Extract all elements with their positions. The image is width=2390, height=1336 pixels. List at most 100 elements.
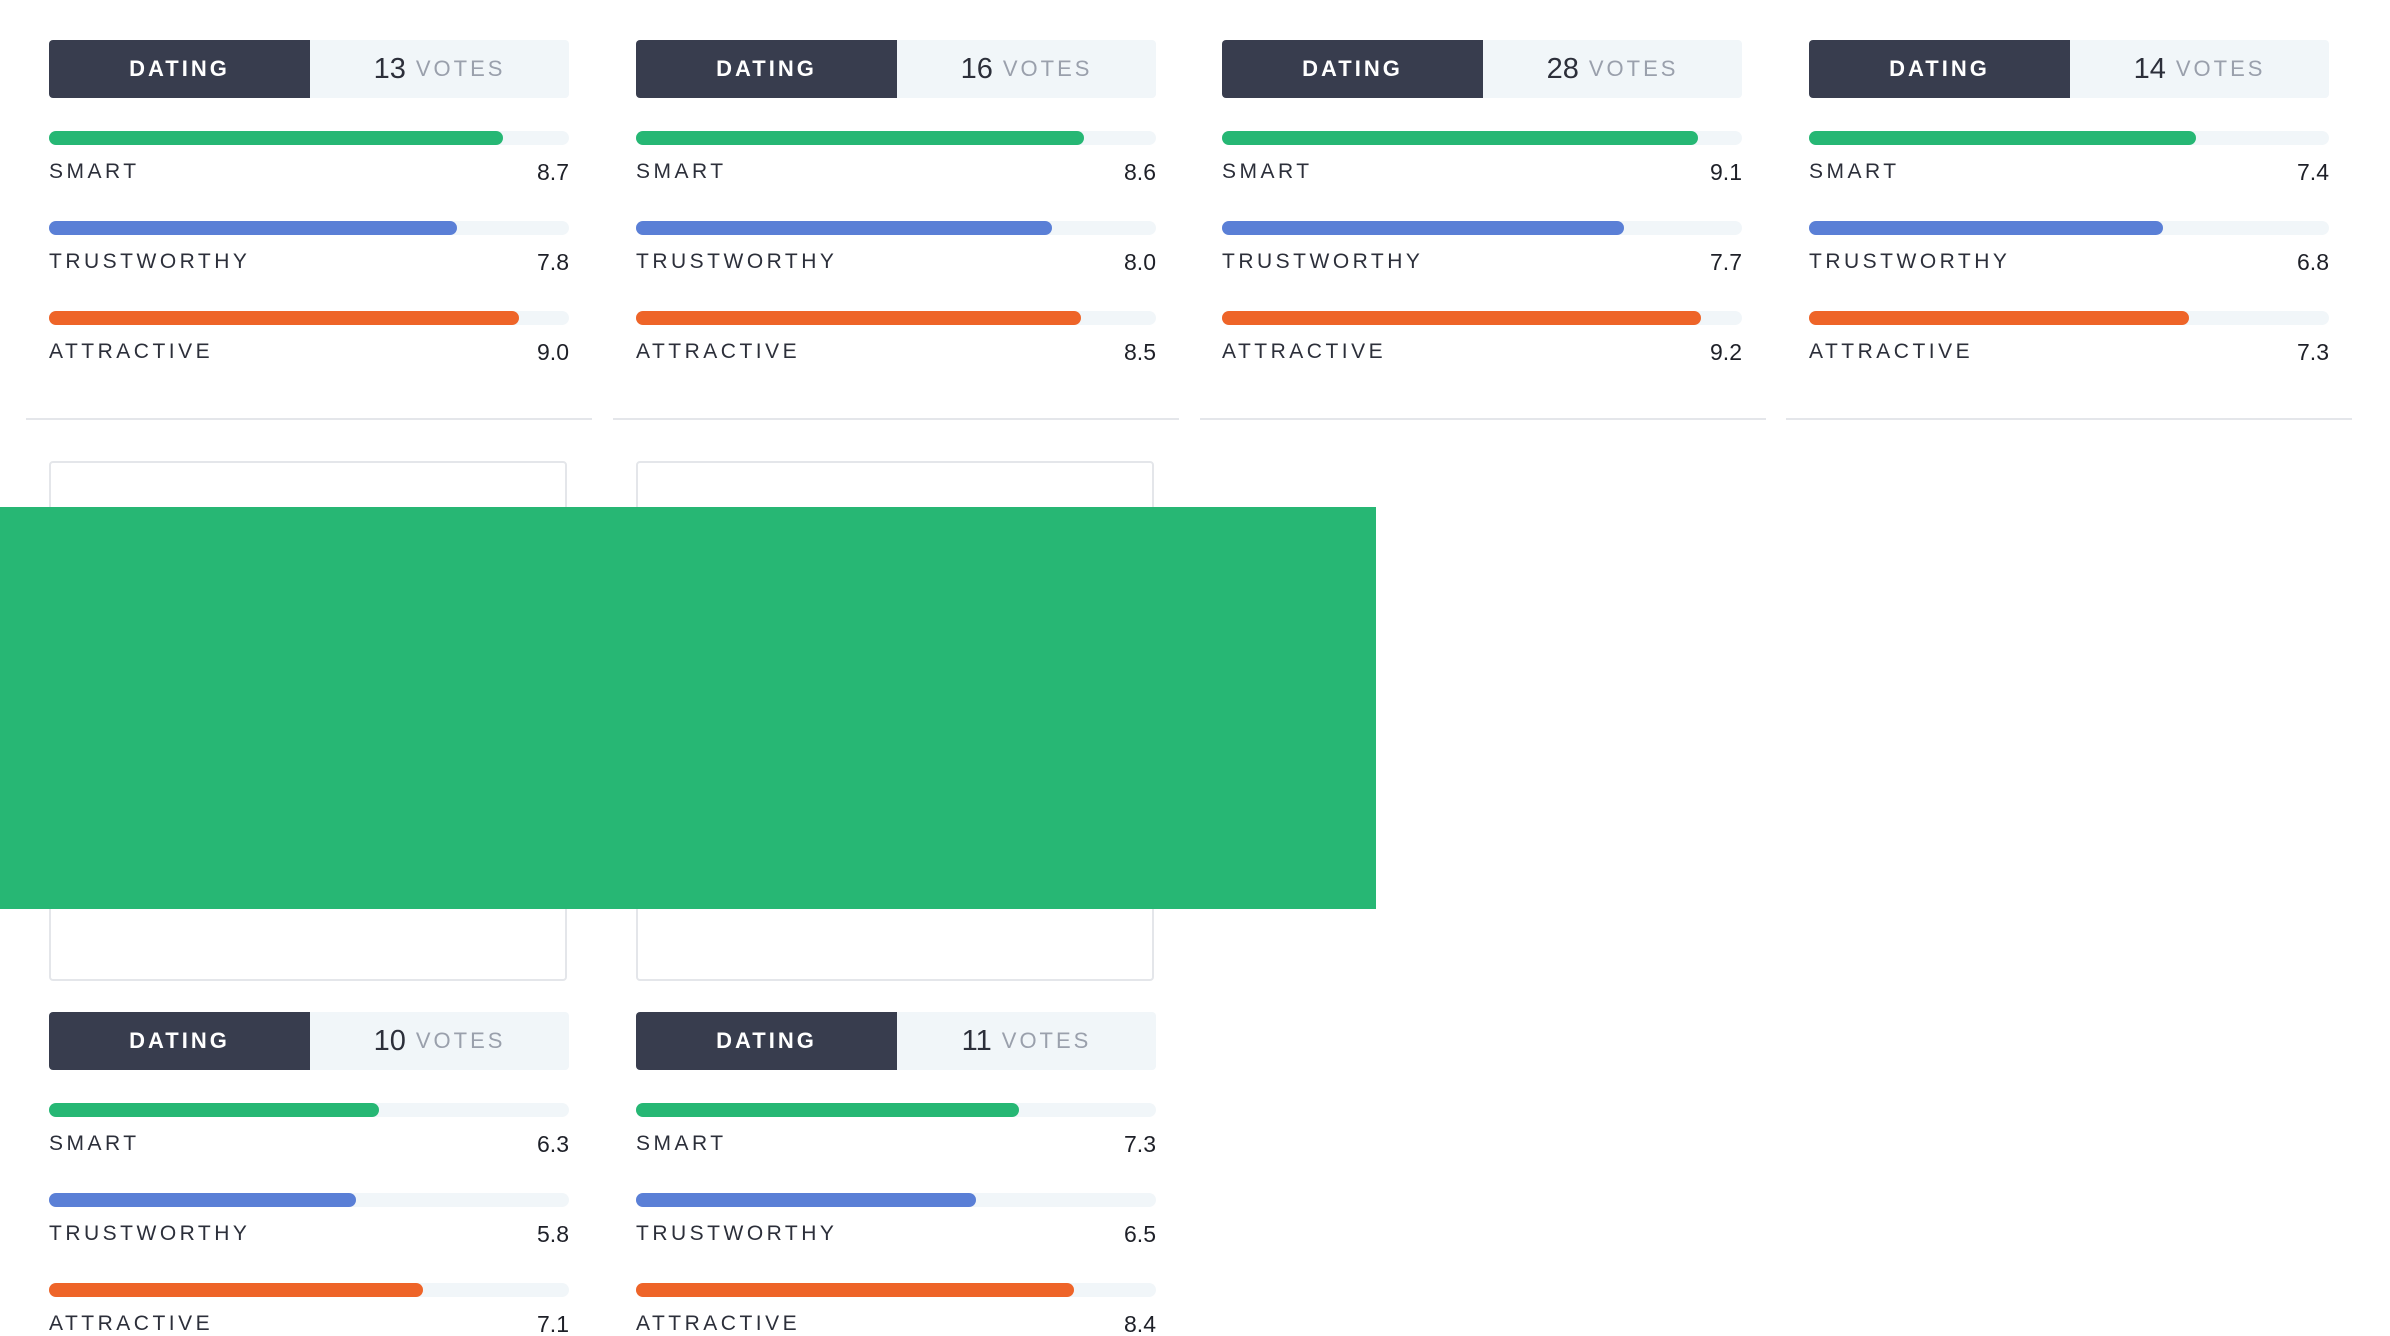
category-badge[interactable]: DATING xyxy=(636,1012,897,1070)
votes-label: VOTES xyxy=(1002,56,1093,81)
metric-row: ATTRACTIVE 8.4 xyxy=(636,1311,1156,1336)
score-bar-track xyxy=(1809,131,2329,145)
score-bar-fill xyxy=(49,131,503,145)
result-card: DATING 16 VOTES SMART 8.6 TRUSTWORTHY 8.0 ATTRA… xyxy=(636,40,1156,365)
metric-score: 8.5 xyxy=(1124,338,1156,365)
card-header: DATING 10 VOTES xyxy=(49,1012,569,1070)
metric-attractive: ATTRACTIVE 8.5 xyxy=(636,311,1156,365)
row-divider xyxy=(1200,418,1766,420)
metric-score: 9.1 xyxy=(1710,158,1742,185)
score-bar-fill xyxy=(49,311,519,325)
metric-score: 7.7 xyxy=(1710,248,1742,275)
metric-label: TRUSTWORTHY xyxy=(49,1222,251,1245)
metric-smart: SMART 8.6 xyxy=(636,131,1156,185)
metric-score: 7.4 xyxy=(2297,158,2329,185)
metric-trustworthy: TRUSTWORTHY 7.8 xyxy=(49,221,569,275)
metric-list: SMART 6.3 TRUSTWORTHY 5.8 ATTRACTIVE 7.1 xyxy=(49,1070,569,1336)
votes-count: 10 xyxy=(373,1024,406,1057)
score-bar-track xyxy=(49,311,569,325)
metric-trustworthy: TRUSTWORTHY 7.7 xyxy=(1222,221,1742,275)
score-bar-track xyxy=(49,1193,569,1207)
metric-label: TRUSTWORTHY xyxy=(636,250,838,273)
votes-label: VOTES xyxy=(2175,56,2266,81)
score-bar-track xyxy=(49,221,569,235)
score-bar-fill xyxy=(49,1283,423,1297)
votes-label: VOTES xyxy=(415,1028,506,1053)
metric-score: 8.0 xyxy=(1124,248,1156,275)
metric-row: ATTRACTIVE 7.3 xyxy=(1809,339,2329,365)
metric-row: SMART 7.3 xyxy=(636,1131,1156,1157)
result-card: DATING 28 VOTES SMART 9.1 TRUSTWORTHY 7.7 ATTRA… xyxy=(1222,40,1742,365)
metric-row: ATTRACTIVE 8.5 xyxy=(636,339,1156,365)
score-bar-track xyxy=(1809,221,2329,235)
metric-row: SMART 9.1 xyxy=(1222,159,1742,185)
metric-label: ATTRACTIVE xyxy=(636,340,801,363)
metric-row: TRUSTWORTHY 6.5 xyxy=(636,1221,1156,1247)
score-bar-track xyxy=(636,1103,1156,1117)
metric-label: ATTRACTIVE xyxy=(49,340,214,363)
votes-box: 16 VOTES xyxy=(897,40,1156,98)
row-divider xyxy=(613,418,1179,420)
metric-list: SMART 7.4 TRUSTWORTHY 6.8 ATTRACTIVE 7.3 xyxy=(1809,98,2329,365)
metric-score: 7.1 xyxy=(537,1310,569,1336)
metric-score: 8.7 xyxy=(537,158,569,185)
row-divider xyxy=(26,418,592,420)
card-header: DATING 28 VOTES xyxy=(1222,40,1742,98)
metric-score: 6.3 xyxy=(537,1130,569,1157)
category-badge[interactable]: DATING xyxy=(636,40,897,98)
result-card: DATING 11 VOTES SMART 7.3 TRUSTWORTHY 6.5 ATTRA… xyxy=(636,1012,1156,1336)
metric-attractive: ATTRACTIVE 9.0 xyxy=(49,311,569,365)
score-bar-track xyxy=(636,311,1156,325)
score-bar-fill xyxy=(636,1103,1019,1117)
metric-row: TRUSTWORTHY 7.7 xyxy=(1222,249,1742,275)
metric-label: SMART xyxy=(1809,160,1900,183)
score-bar-fill xyxy=(49,1193,356,1207)
metric-label: TRUSTWORTHY xyxy=(636,1222,838,1245)
metric-score: 5.8 xyxy=(537,1220,569,1247)
metric-label: TRUSTWORTHY xyxy=(1222,250,1424,273)
metric-attractive: ATTRACTIVE 7.1 xyxy=(49,1283,569,1336)
category-badge[interactable]: DATING xyxy=(49,40,310,98)
metric-row: SMART 7.4 xyxy=(1809,159,2329,185)
votes-count: 28 xyxy=(1546,52,1579,85)
score-bar-fill xyxy=(1809,131,2196,145)
category-badge[interactable]: DATING xyxy=(49,1012,310,1070)
votes-box: 13 VOTES xyxy=(310,40,569,98)
votes-box: 11 VOTES xyxy=(897,1012,1156,1070)
metric-row: ATTRACTIVE 9.2 xyxy=(1222,339,1742,365)
metric-label: ATTRACTIVE xyxy=(636,1312,801,1335)
category-badge[interactable]: DATING xyxy=(1809,40,2070,98)
score-bar-track xyxy=(636,1193,1156,1207)
metric-row: ATTRACTIVE 9.0 xyxy=(49,339,569,365)
score-bar-fill xyxy=(1222,311,1701,325)
metric-label: TRUSTWORTHY xyxy=(1809,250,2011,273)
metric-smart: SMART 7.4 xyxy=(1809,131,2329,185)
metric-label: TRUSTWORTHY xyxy=(49,250,251,273)
score-bar-track xyxy=(49,131,569,145)
metric-row: TRUSTWORTHY 8.0 xyxy=(636,249,1156,275)
metric-row: TRUSTWORTHY 5.8 xyxy=(49,1221,569,1247)
votes-count: 11 xyxy=(961,1024,992,1057)
score-bar-fill xyxy=(636,311,1081,325)
metric-trustworthy: TRUSTWORTHY 8.0 xyxy=(636,221,1156,275)
score-bar-fill xyxy=(49,1103,379,1117)
score-bar-track xyxy=(49,1283,569,1297)
metric-score: 9.2 xyxy=(1710,338,1742,365)
score-bar-track xyxy=(636,131,1156,145)
votes-label: VOTES xyxy=(415,56,506,81)
votes-count: 14 xyxy=(2133,52,2166,85)
category-badge[interactable]: DATING xyxy=(1222,40,1483,98)
metric-list: SMART 7.3 TRUSTWORTHY 6.5 ATTRACTIVE 8.4 xyxy=(636,1070,1156,1336)
score-bar-fill xyxy=(1222,221,1624,235)
metric-smart: SMART 6.3 xyxy=(49,1103,569,1157)
metric-row: SMART 6.3 xyxy=(49,1131,569,1157)
metric-trustworthy: TRUSTWORTHY 5.8 xyxy=(49,1193,569,1247)
metric-score: 7.8 xyxy=(537,248,569,275)
metric-label: SMART xyxy=(49,160,140,183)
metric-label: SMART xyxy=(636,1132,727,1155)
metric-score: 6.8 xyxy=(2297,248,2329,275)
score-bar-fill xyxy=(636,1283,1074,1297)
metric-list: SMART 9.1 TRUSTWORTHY 7.7 ATTRACTIVE 9.2 xyxy=(1222,98,1742,365)
metric-attractive: ATTRACTIVE 9.2 xyxy=(1222,311,1742,365)
